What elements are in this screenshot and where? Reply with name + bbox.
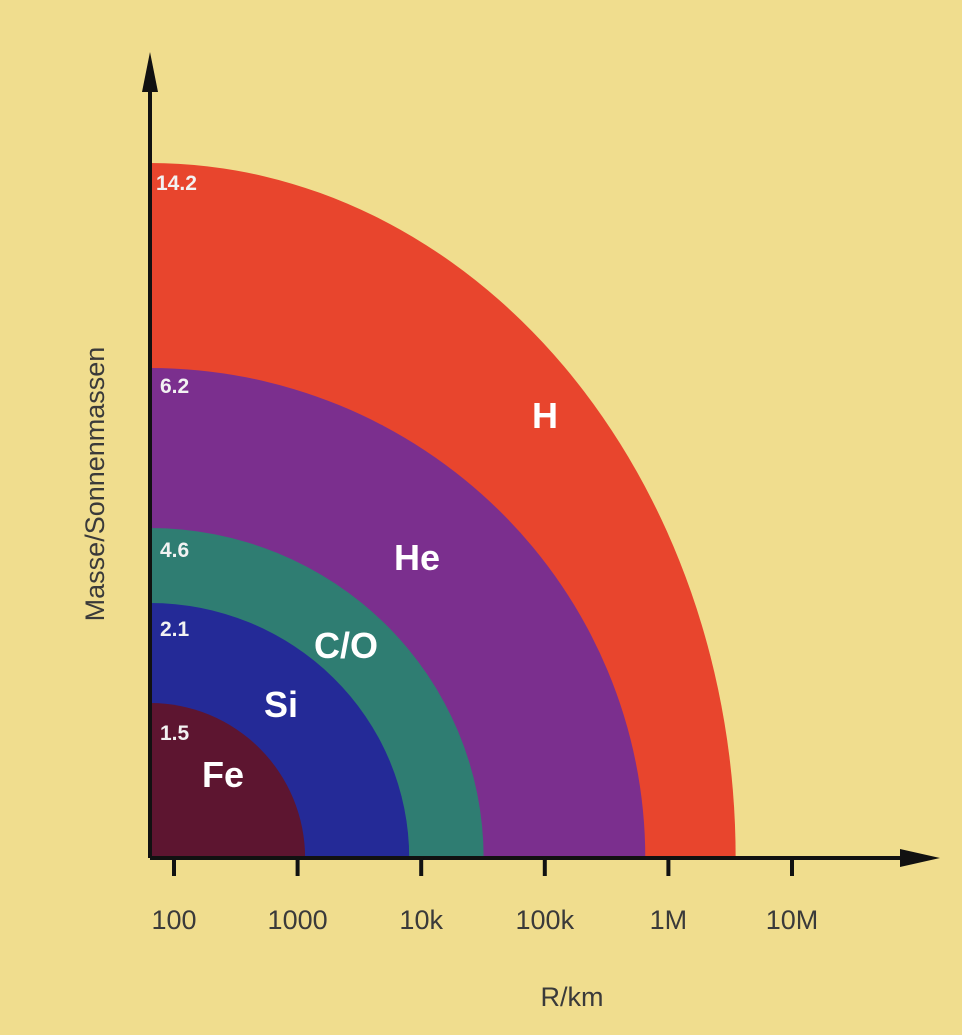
axes-group <box>142 52 940 876</box>
mass-label: 6.2 <box>160 375 189 398</box>
x-tick-label: 100 <box>151 905 196 935</box>
x-tick-label: 10M <box>766 905 819 935</box>
x-tick-label: 1M <box>650 905 688 935</box>
layer-fe <box>150 703 306 858</box>
layer-label-he: He <box>394 537 440 578</box>
layer-label-fe: Fe <box>202 754 244 795</box>
mass-label: 1.5 <box>160 722 190 745</box>
layer-label-si: Si <box>264 684 298 725</box>
x-tick-label: 1000 <box>268 905 328 935</box>
layer-label-co: C/O <box>314 625 378 666</box>
layer-label-h: H <box>532 395 558 436</box>
x-axis-arrow <box>900 849 940 867</box>
labels-group: 100 1000 10k 100k 1M 10M R/km Masse/Sonnenmasse… <box>80 172 818 1012</box>
mass-label: 2.1 <box>160 618 190 641</box>
mass-label: 14.2 <box>156 172 197 195</box>
y-axis-arrow <box>142 52 158 92</box>
x-axis-title: R/km <box>541 982 604 1012</box>
layers-group <box>150 163 736 858</box>
x-tick-label: 100k <box>516 905 575 935</box>
y-axis-title: Masse/Sonnenmassen <box>80 347 110 622</box>
mass-label: 4.6 <box>160 539 189 562</box>
x-tick-label: 10k <box>399 905 443 935</box>
